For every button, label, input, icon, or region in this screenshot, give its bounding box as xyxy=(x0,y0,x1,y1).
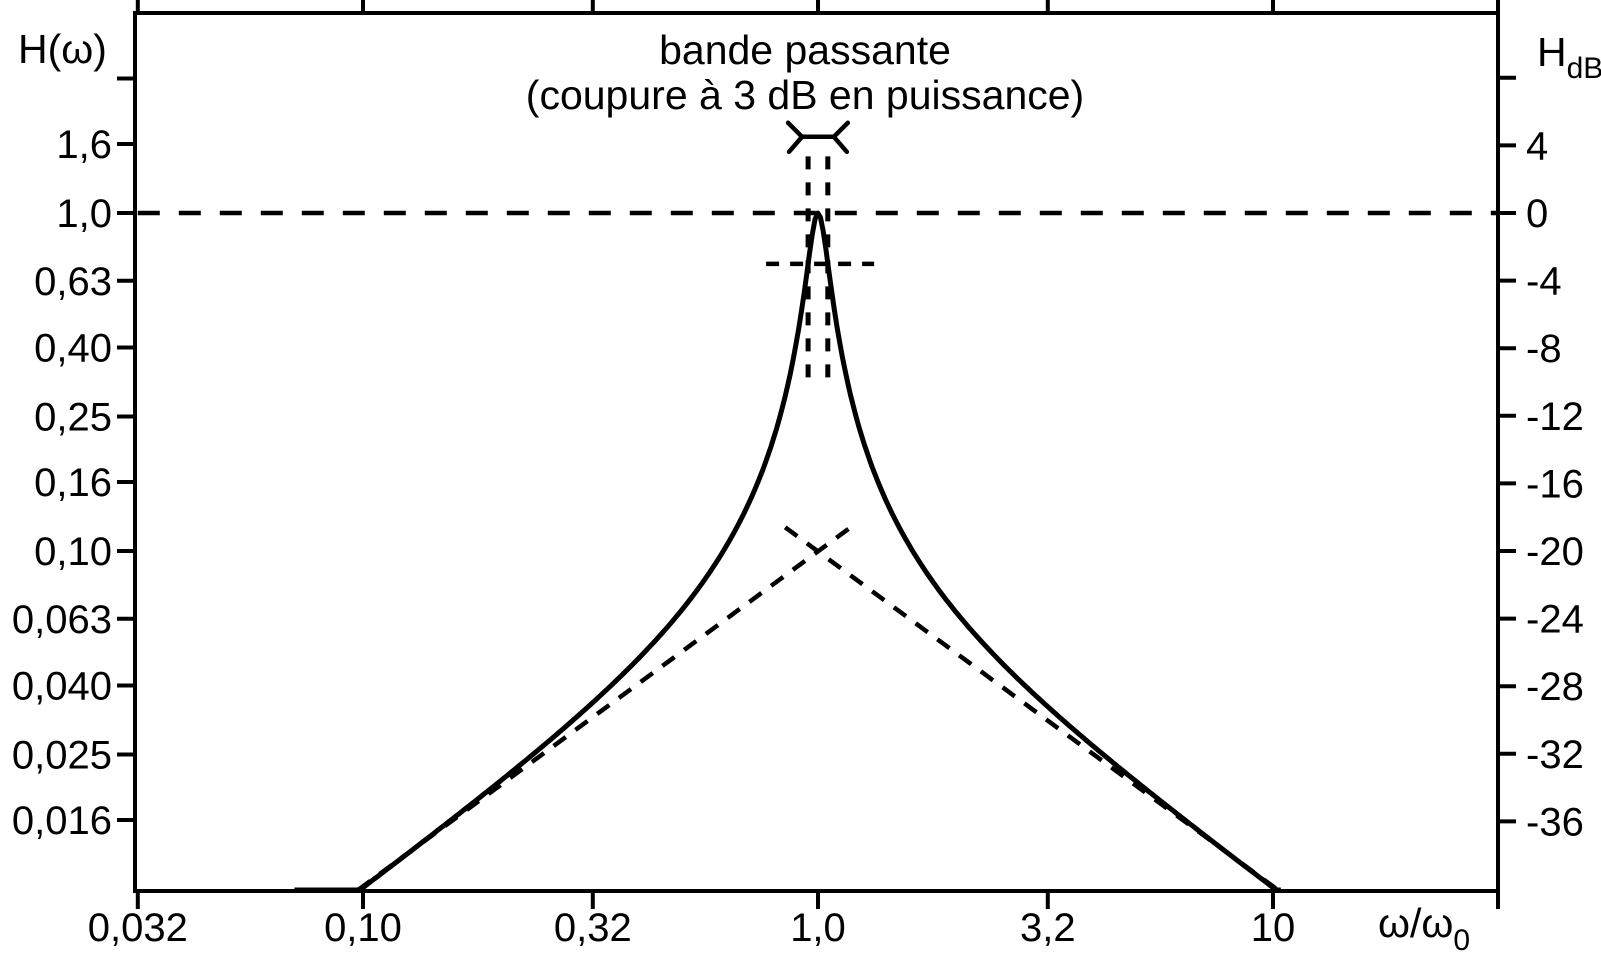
plot-frame xyxy=(133,11,1500,893)
x-tick-label: 0,10 xyxy=(324,906,402,950)
y-right-tick-label: -24 xyxy=(1526,598,1584,642)
x-axis-title: ω/ω0 xyxy=(1378,900,1470,957)
x-tick-label: 1,0 xyxy=(790,906,846,950)
y-right-tick-label: -36 xyxy=(1526,800,1584,844)
y-right-tick-label: 0 xyxy=(1526,192,1548,236)
y-left-tick-label: 0,10 xyxy=(34,530,112,574)
y-right-tick-label: -16 xyxy=(1526,462,1584,506)
x-tick-label: 3,2 xyxy=(1020,906,1076,950)
y-right-tick-label: -8 xyxy=(1526,327,1562,371)
x-axis-title-sub: 0 xyxy=(1453,924,1470,957)
x-axis-title-base: ω/ω xyxy=(1378,900,1453,946)
y-left-tick-label: 0,025 xyxy=(12,734,112,778)
y-right-tick-label: -12 xyxy=(1526,395,1584,439)
y-left-tick-label: 0,063 xyxy=(12,598,112,642)
chart-title-line2: (coupure à 3 dB en puissance) xyxy=(526,72,1084,118)
y-right-tick-label: 4 xyxy=(1526,124,1548,168)
low-frequency-asymptote xyxy=(356,525,853,892)
y-right-axis-title: HdB xyxy=(1537,29,1601,85)
y-left-tick-label: 0,16 xyxy=(34,461,112,505)
resonance-response xyxy=(294,210,1281,893)
x-tick-label: 0,032 xyxy=(88,906,188,950)
y-left-tick-label: 0,040 xyxy=(12,665,112,709)
y-left-tick-label: 0,25 xyxy=(34,396,112,440)
y-right-tick-label: -20 xyxy=(1526,530,1584,574)
x-tick-label: 10 xyxy=(1251,906,1296,950)
x-tick-label: 0,32 xyxy=(554,906,632,950)
y-left-tick-label: 1,6 xyxy=(56,123,112,167)
high-frequency-asymptote xyxy=(783,525,1280,892)
y-right-tick-label: -32 xyxy=(1526,733,1584,777)
y-left-axis-title: H(ω) xyxy=(18,26,107,72)
bandwidth-bracket xyxy=(785,120,851,155)
y-left-tick-label: 0,40 xyxy=(34,327,112,371)
y-right-axis-title-base: H xyxy=(1537,29,1567,75)
y-right-tick-label: -28 xyxy=(1526,665,1584,709)
y-left-tick-label: 0,016 xyxy=(12,799,112,843)
y-left-tick-label: 1,0 xyxy=(56,192,112,236)
plot-layers: 0,032 0,10 0,32 1,0 3,2 10 1,6 1,0 0,63 0,40 0,25 0… xyxy=(12,0,1584,950)
chart-title-line1: bande passante xyxy=(659,27,951,73)
y-right-tick-label: -4 xyxy=(1526,260,1562,304)
y-right-axis-title-sub: dB xyxy=(1567,52,1601,85)
y-left-tick-label: 0,63 xyxy=(34,260,112,304)
